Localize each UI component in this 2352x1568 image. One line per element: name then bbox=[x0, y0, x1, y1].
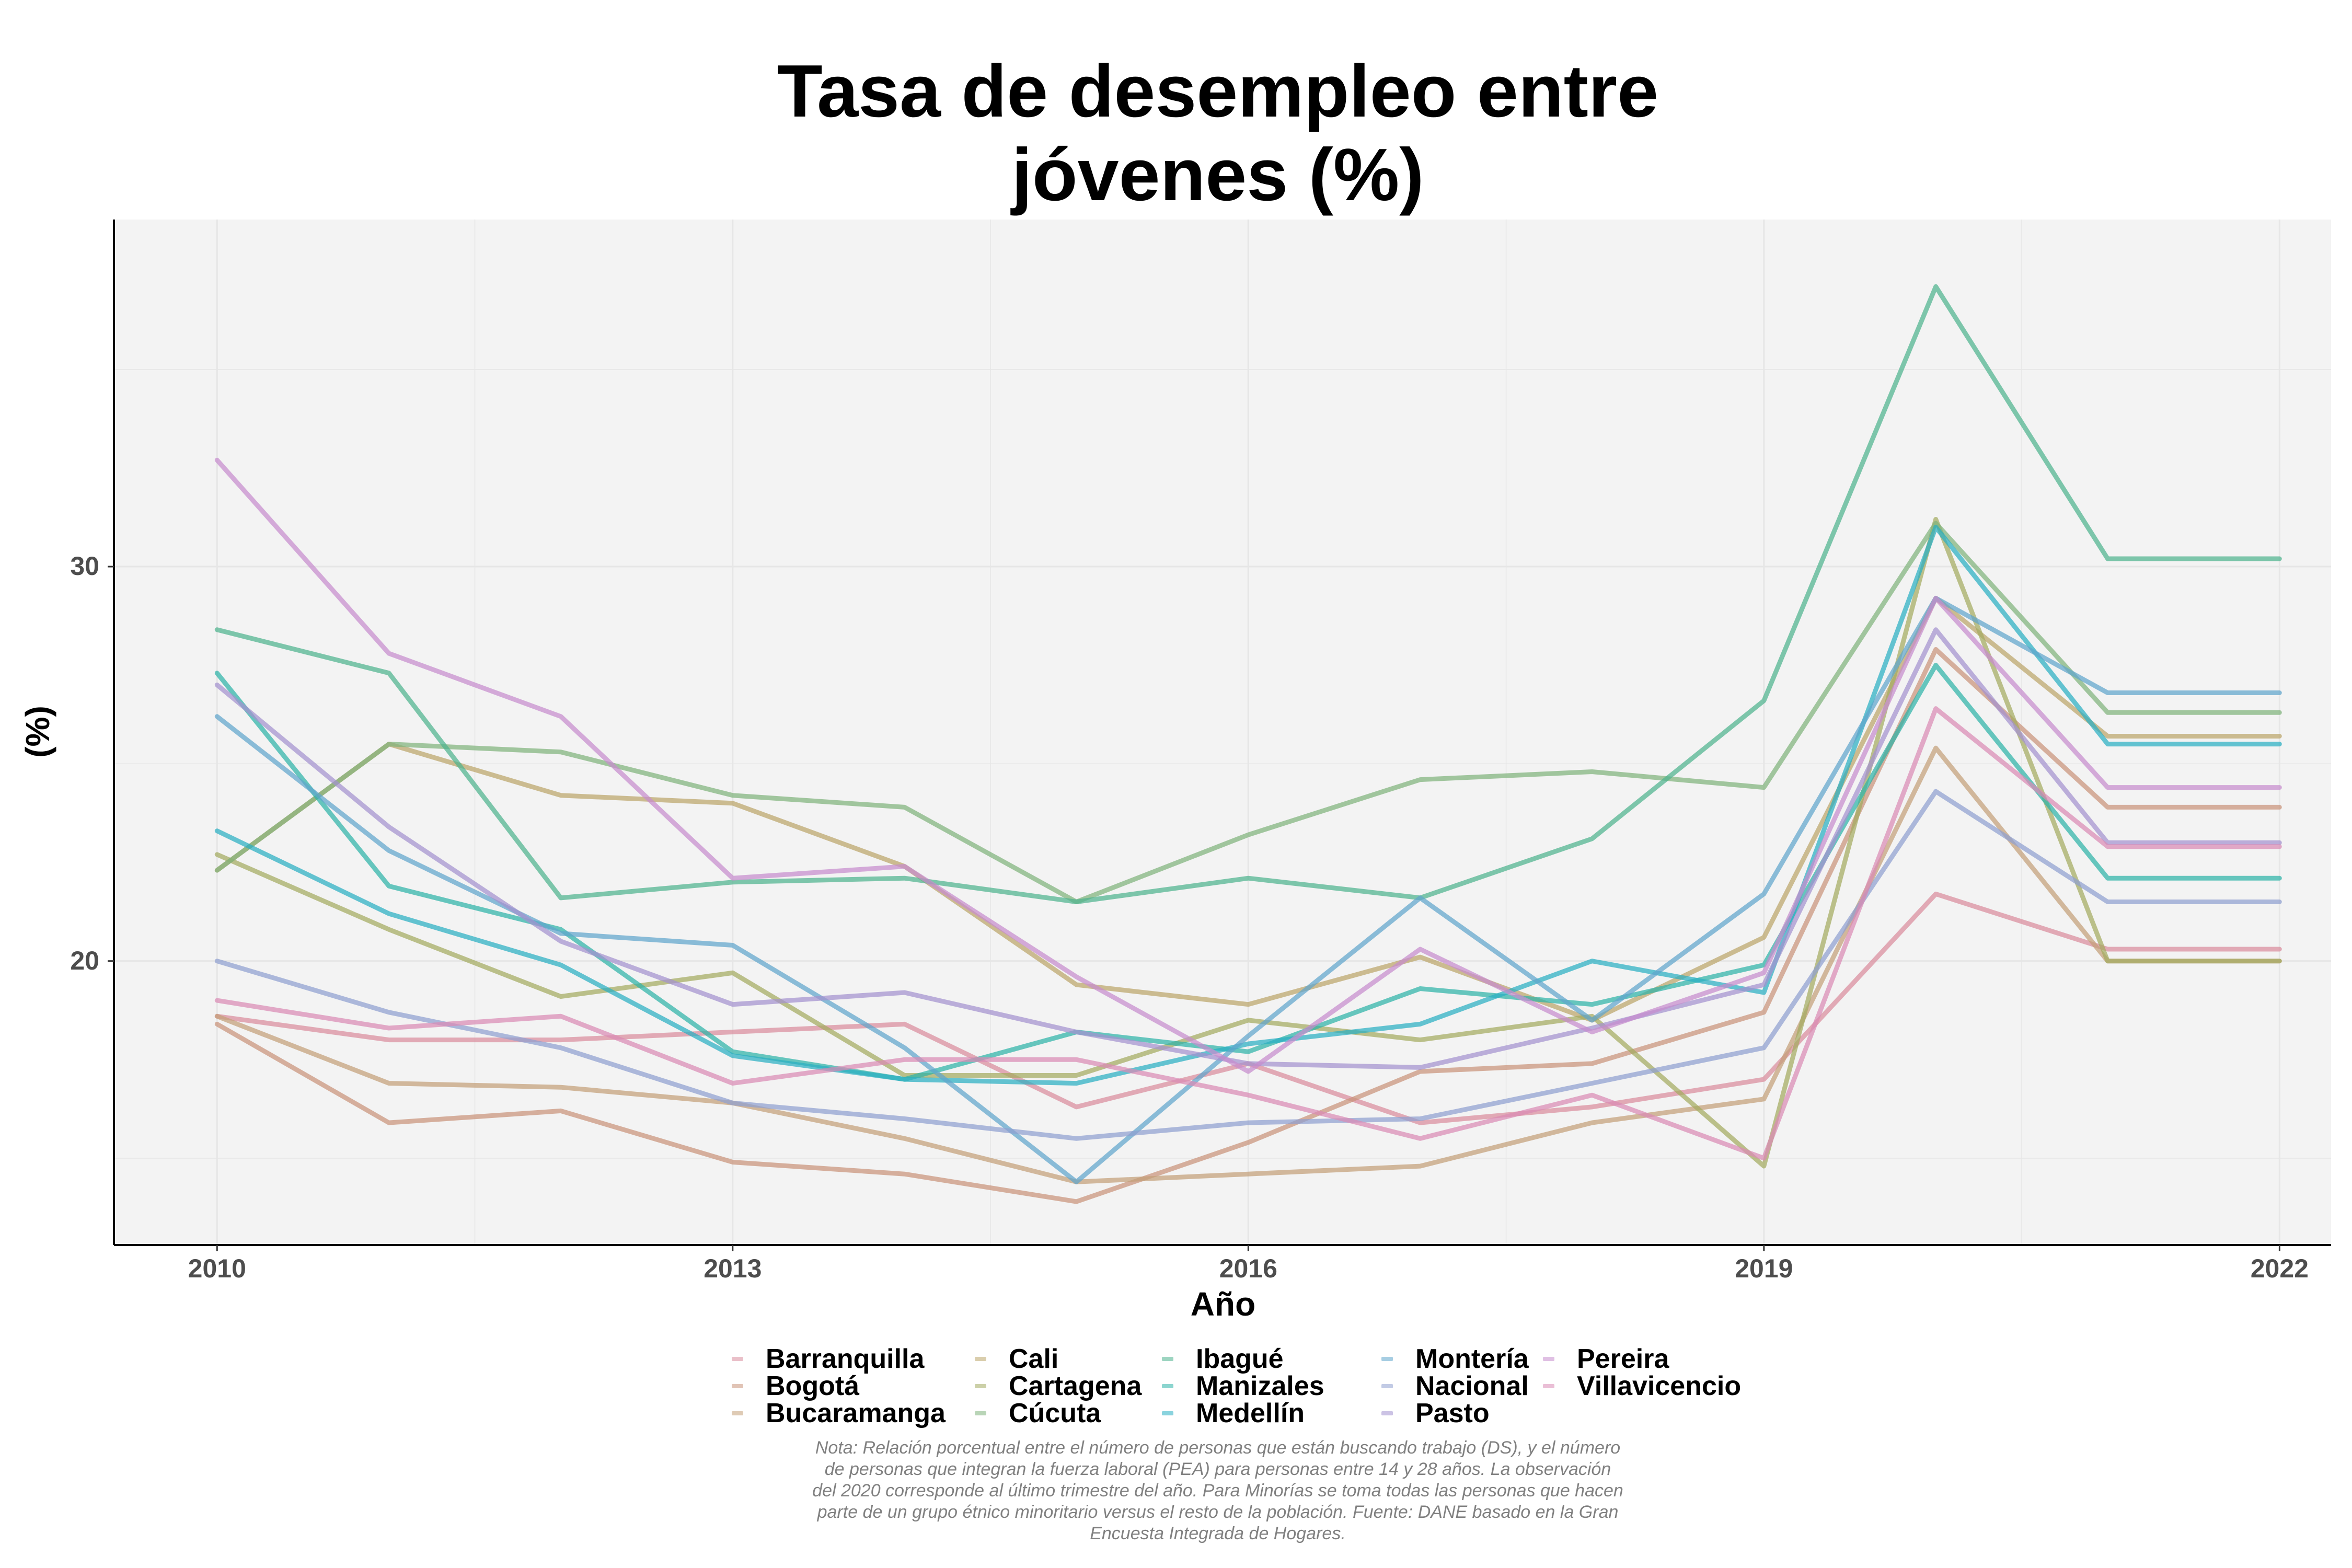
x-tick-label: 2010 bbox=[188, 1254, 246, 1283]
grid-lines bbox=[114, 220, 2331, 1245]
x-tick-label: 2022 bbox=[2250, 1254, 2309, 1283]
legend-label: Bogotá bbox=[766, 1371, 860, 1401]
legend-key bbox=[975, 1411, 986, 1415]
series-lines bbox=[214, 284, 2282, 1204]
legend-key bbox=[1162, 1411, 1173, 1415]
legend-item-monteria: Montería bbox=[1381, 1344, 1601, 1374]
series-line-bucaramanga bbox=[214, 745, 2282, 1184]
legend-key bbox=[1381, 1384, 1393, 1388]
legend-item-ibague: Ibagué bbox=[1162, 1344, 1381, 1374]
legend-label: Pasto bbox=[1415, 1398, 1490, 1428]
y-tick-label: 20 bbox=[70, 946, 99, 975]
series-line-nacional bbox=[214, 789, 2282, 1141]
legend-item-bogota: Bogotá bbox=[732, 1371, 951, 1401]
legend-label: Manizales bbox=[1196, 1371, 1324, 1401]
caption-line-3: del 2020 corresponde al último trimestre… bbox=[812, 1481, 1623, 1501]
legend-item-pereira: Pereira bbox=[1543, 1344, 1762, 1374]
legend-label: Medellín bbox=[1196, 1398, 1305, 1428]
legend-item-nacional: Nacional bbox=[1381, 1371, 1601, 1401]
legend-key bbox=[1381, 1357, 1393, 1361]
legend-key bbox=[975, 1357, 986, 1361]
legend-label: Ibagué bbox=[1196, 1344, 1284, 1374]
x-axis-label: Año bbox=[1190, 1285, 1256, 1323]
legend-key bbox=[1162, 1384, 1173, 1388]
caption-line-4: parte de un grupo étnico minoritario ver… bbox=[817, 1502, 1619, 1522]
caption-line-5: Encuesta Integrada de Hogares. bbox=[1090, 1524, 1346, 1543]
series-line-pereira bbox=[214, 457, 2282, 1074]
x-tick-label: 2013 bbox=[704, 1254, 762, 1283]
legend-item-cartagena: Cartagena bbox=[975, 1371, 1194, 1401]
legend-label: Bucaramanga bbox=[766, 1398, 946, 1428]
series-line-manizales bbox=[214, 663, 2282, 1082]
series-line-villavicencio bbox=[214, 706, 2282, 1161]
caption-line-1: Nota: Relación porcentual entre el númer… bbox=[815, 1438, 1621, 1458]
legend-key bbox=[1162, 1357, 1173, 1361]
series-line-bogota bbox=[214, 647, 2282, 1204]
legend-label: Pereira bbox=[1577, 1344, 1669, 1374]
legend-label: Cartagena bbox=[1009, 1371, 1142, 1401]
legend-item-cucuta: Cúcuta bbox=[975, 1398, 1194, 1428]
x-tick-label: 2019 bbox=[1735, 1254, 1793, 1283]
legend-key bbox=[1543, 1357, 1554, 1361]
legend-key bbox=[732, 1384, 743, 1388]
legend-label: Barranquilla bbox=[766, 1344, 925, 1374]
legend-item-pasto: Pasto bbox=[1381, 1398, 1601, 1428]
legend-item-cali: Cali bbox=[975, 1344, 1194, 1374]
legend-label: Montería bbox=[1415, 1344, 1529, 1374]
legend-key bbox=[1543, 1384, 1554, 1388]
legend-item-barranquilla: Barranquilla bbox=[732, 1344, 951, 1374]
legend-key bbox=[732, 1411, 743, 1415]
legend-key bbox=[975, 1384, 986, 1388]
caption-line-2: de personas que integran la fuerza labor… bbox=[824, 1459, 1611, 1479]
legend-item-manizales: Manizales bbox=[1162, 1371, 1381, 1401]
legend-label: Cúcuta bbox=[1009, 1398, 1101, 1428]
legend-label: Villavicencio bbox=[1577, 1371, 1742, 1401]
x-tick-label: 2016 bbox=[1219, 1254, 1277, 1283]
legend-item-villavicencio: Villavicencio bbox=[1543, 1371, 1762, 1401]
series-line-ibague bbox=[214, 284, 2282, 904]
chart-caption: Nota: Relación porcentual entre el númer… bbox=[763, 1437, 1673, 1544]
legend-key bbox=[732, 1357, 743, 1361]
legend-item-medellin: Medellín bbox=[1162, 1398, 1381, 1428]
series-line-pasto bbox=[214, 627, 2282, 1070]
chart-title: Tasa de desempleo entre jóvenes (%) bbox=[0, 50, 2352, 217]
series-line-cartagena bbox=[214, 517, 2282, 1169]
chart-title-line-2: jóvenes (%) bbox=[1011, 133, 1424, 216]
chart-title-line-1: Tasa de desempleo entre bbox=[777, 50, 1659, 133]
legend-key bbox=[1381, 1411, 1393, 1415]
y-axis-label: (%) bbox=[19, 706, 56, 758]
legend-item-bucaramanga: Bucaramanga bbox=[732, 1398, 951, 1428]
legend-label: Cali bbox=[1009, 1344, 1059, 1374]
legend-label: Nacional bbox=[1415, 1371, 1529, 1401]
y-tick-label: 30 bbox=[70, 551, 99, 581]
tick-marks bbox=[108, 566, 2280, 1251]
series-line-medellin bbox=[214, 525, 2282, 1086]
series-line-cucuta bbox=[214, 521, 2282, 904]
